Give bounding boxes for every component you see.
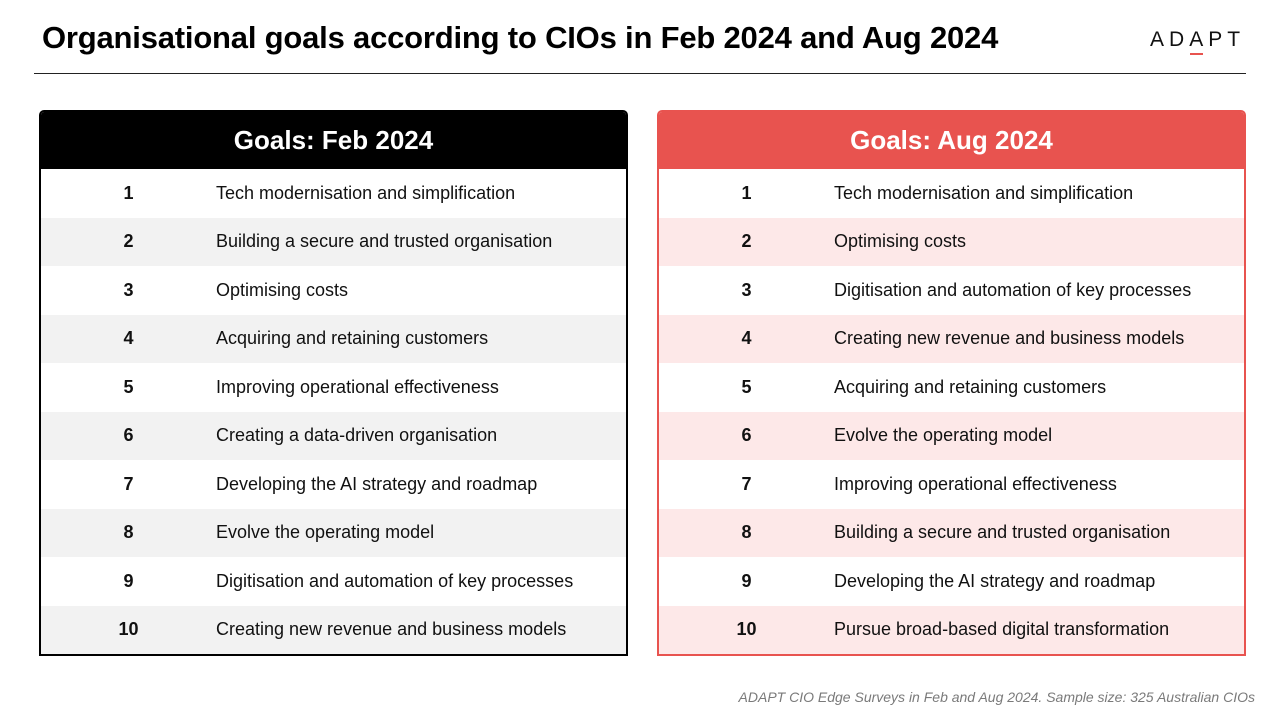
- rank-number: 6: [123, 425, 134, 446]
- rank-number: 8: [741, 522, 752, 543]
- goal-text: Tech modernisation and simplification: [216, 182, 516, 203]
- goal-text: Evolve the operating model: [216, 522, 435, 543]
- rank-number: 6: [741, 425, 752, 446]
- source-note: ADAPT CIO Edge Surveys in Feb and Aug 20…: [738, 689, 1255, 705]
- logo-text-start: AD: [1150, 28, 1190, 51]
- rank-number: 3: [741, 279, 752, 300]
- goal-text: Building a secure and trusted organisati…: [834, 522, 1171, 543]
- goal-text: Building a secure and trusted organisati…: [216, 231, 553, 252]
- logo-accent-letter: A: [1189, 28, 1209, 55]
- goal-text: Digitisation and automation of key proce…: [216, 570, 574, 591]
- table-row: 9 Digitisation and automation of key proc…: [41, 557, 626, 606]
- table-row: 10 Creating new revenue and business mode…: [41, 605, 626, 654]
- rank-number: 1: [123, 182, 134, 203]
- goal-text: Evolve the operating model: [834, 425, 1053, 446]
- page-title: Organisational goals according to CIOs i…: [42, 20, 999, 55]
- rank-number: 5: [123, 376, 134, 397]
- table-row: 3 Digitisation and automation of key proc…: [659, 266, 1244, 315]
- rank-number: 2: [123, 231, 134, 252]
- rank-number: 4: [123, 328, 134, 349]
- goal-text: Acquiring and retaining customers: [834, 376, 1107, 397]
- goal-text: Creating a data-driven organisation: [216, 425, 498, 446]
- table-row: 10 Pursue broad-based digital transformat…: [659, 605, 1244, 654]
- table-row: 9 Developing the AI strategy and roadmap: [659, 557, 1244, 606]
- rank-number: 2: [741, 231, 752, 252]
- table-row: 1 Tech modernisation and simplification: [41, 169, 626, 218]
- goals-aug-list: 1 Tech modernisation and simplification 2…: [659, 169, 1244, 654]
- goal-text: Optimising costs: [834, 231, 967, 252]
- goal-text: Improving operational effectiveness: [216, 376, 499, 397]
- rank-number: 5: [741, 376, 752, 397]
- rank-number: 3: [123, 279, 134, 300]
- rank-number: 9: [123, 570, 134, 591]
- goal-text: Optimising costs: [216, 279, 349, 300]
- table-row: 7 Improving operational effectiveness: [659, 460, 1244, 509]
- rank-number: 10: [736, 619, 757, 640]
- table-row: 2 Building a secure and trusted organisat…: [41, 217, 626, 266]
- goal-text: Tech modernisation and simplification: [834, 182, 1134, 203]
- table-row: 8 Building a secure and trusted organisat…: [659, 508, 1244, 557]
- goal-text: Pursue broad-based digital transformatio…: [834, 619, 1170, 640]
- rank-number: 8: [123, 522, 134, 543]
- table-row: 3 Optimising costs: [41, 266, 626, 315]
- table-row: 2 Optimising costs: [659, 217, 1244, 266]
- rank-number: 10: [118, 619, 139, 640]
- title-divider: [34, 73, 1246, 74]
- rank-number: 7: [741, 473, 752, 494]
- rank-number: 1: [741, 182, 752, 203]
- logo-text-end: PT: [1208, 28, 1246, 51]
- goals-aug-panel: Goals: Aug 2024 1 Tech modernisation and …: [657, 110, 1246, 656]
- rank-number: 7: [123, 473, 134, 494]
- rank-number: 9: [741, 570, 752, 591]
- table-row: 8 Evolve the operating model: [41, 508, 626, 557]
- goals-feb-heading: Goals: Feb 2024: [41, 112, 626, 169]
- goal-text: Creating new revenue and business models: [216, 619, 567, 640]
- goal-text: Creating new revenue and business models: [834, 328, 1185, 349]
- table-row: 5 Acquiring and retaining customers: [659, 363, 1244, 412]
- table-row: 4 Creating new revenue and business model…: [659, 314, 1244, 363]
- adapt-logo: ADAPT: [1150, 28, 1246, 55]
- goal-text: Improving operational effectiveness: [834, 473, 1117, 494]
- goal-text: Developing the AI strategy and roadmap: [216, 473, 538, 494]
- goal-text: Digitisation and automation of key proce…: [834, 279, 1192, 300]
- goals-feb-panel: Goals: Feb 2024 1 Tech modernisation and …: [39, 110, 628, 656]
- table-row: 4 Acquiring and retaining customers: [41, 314, 626, 363]
- rank-number: 4: [741, 328, 752, 349]
- goal-text: Developing the AI strategy and roadmap: [834, 570, 1156, 591]
- table-row: 6 Creating a data-driven organisation: [41, 411, 626, 460]
- table-row: 6 Evolve the operating model: [659, 411, 1244, 460]
- goal-text: Acquiring and retaining customers: [216, 328, 489, 349]
- table-row: 5 Improving operational effectiveness: [41, 363, 626, 412]
- table-row: 1 Tech modernisation and simplification: [659, 169, 1244, 218]
- goals-feb-list: 1 Tech modernisation and simplification 2…: [41, 169, 626, 654]
- goals-aug-heading: Goals: Aug 2024: [659, 112, 1244, 169]
- table-row: 7 Developing the AI strategy and roadmap: [41, 460, 626, 509]
